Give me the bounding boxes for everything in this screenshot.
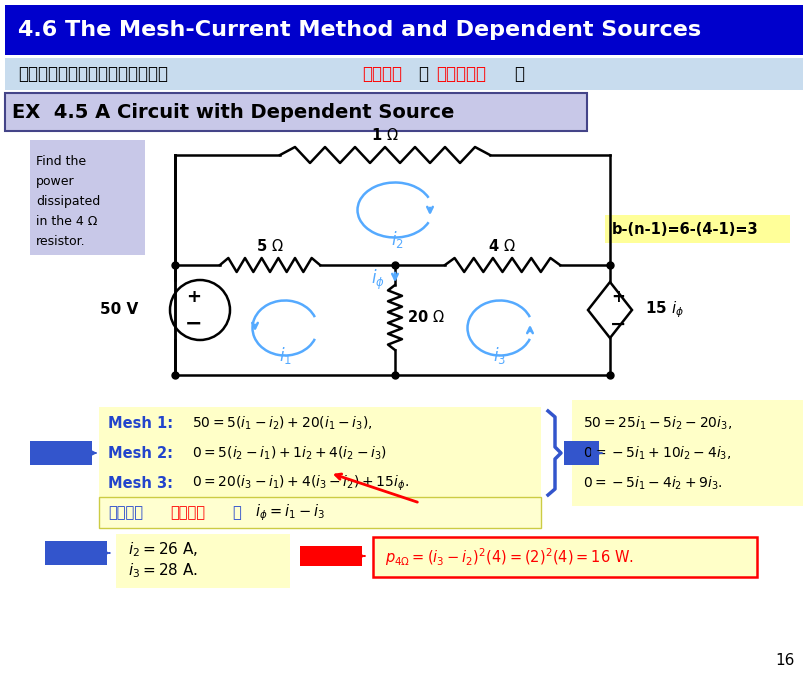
Text: 控制變數: 控制變數 xyxy=(170,505,205,520)
FancyBboxPatch shape xyxy=(99,467,541,498)
Text: 16: 16 xyxy=(776,653,795,668)
Text: $i_1$: $i_1$ xyxy=(279,345,292,366)
Text: 50 V: 50 V xyxy=(99,302,138,317)
FancyBboxPatch shape xyxy=(300,546,362,566)
Text: $i_\phi$: $i_\phi$ xyxy=(371,268,385,292)
Text: 相依電源: 相依電源 xyxy=(108,505,143,520)
Text: $i_3 = 28$ A.: $i_3 = 28$ A. xyxy=(128,562,198,580)
Text: +: + xyxy=(187,288,201,306)
FancyBboxPatch shape xyxy=(5,58,803,90)
Text: Mesh 3:: Mesh 3: xyxy=(108,475,173,490)
Text: $i_2 = 26$ A,: $i_2 = 26$ A, xyxy=(128,541,198,559)
FancyBboxPatch shape xyxy=(5,93,587,131)
Text: Mesh 1:: Mesh 1: xyxy=(108,415,173,430)
Text: $0 = -5i_1 + 10i_2 - 4i_3,$: $0 = -5i_1 + 10i_2 - 4i_3,$ xyxy=(583,444,731,462)
Text: −: − xyxy=(610,315,626,334)
Text: ：: ： xyxy=(232,505,241,520)
Text: Find the
power
dissipated
in the 4 Ω
resistor.: Find the power dissipated in the 4 Ω res… xyxy=(36,155,100,248)
FancyBboxPatch shape xyxy=(30,140,145,255)
Text: $p_{4\Omega} = (i_3 - i_2)^2(4) = (2)^2(4) = 16$ W.: $p_{4\Omega} = (i_3 - i_2)^2(4) = (2)^2(… xyxy=(385,546,633,568)
Text: 4.6 The Mesh-Current Method and Dependent Sources: 4.6 The Mesh-Current Method and Dependen… xyxy=(18,20,701,40)
Text: 4 $\Omega$: 4 $\Omega$ xyxy=(488,238,516,254)
Text: 的: 的 xyxy=(418,65,428,83)
Text: $i_3$: $i_3$ xyxy=(494,345,507,366)
Text: $0 = 5(i_2 - i_1) + 1i_2 + 4(i_2 - i_3)$: $0 = 5(i_2 - i_1) + 1i_2 + 4(i_2 - i_3)$ xyxy=(192,444,387,462)
Text: $50 = 5(i_1 - i_2) + 20(i_1 - i_3),$: $50 = 5(i_1 - i_2) + 20(i_1 - i_3),$ xyxy=(192,414,372,432)
Text: $i_\phi = i_1 - i_3$: $i_\phi = i_1 - i_3$ xyxy=(255,503,325,523)
Text: $i_2$: $i_2$ xyxy=(390,229,403,251)
Text: 當有相依電源時，需補上相依電源: 當有相依電源時，需補上相依電源 xyxy=(18,65,168,83)
FancyBboxPatch shape xyxy=(605,215,790,243)
Text: Mesh 2:: Mesh 2: xyxy=(108,445,173,460)
Text: −: − xyxy=(185,314,203,334)
Text: $0 = 20(i_3 - i_1) + 4(i_3 - i_2) + 15i_\phi.$: $0 = 20(i_3 - i_1) + 4(i_3 - i_2) + 15i_… xyxy=(192,473,409,492)
FancyBboxPatch shape xyxy=(5,5,803,55)
FancyBboxPatch shape xyxy=(373,537,757,577)
FancyBboxPatch shape xyxy=(30,441,92,465)
FancyBboxPatch shape xyxy=(572,400,803,506)
Text: 限制方程式: 限制方程式 xyxy=(436,65,486,83)
Text: 控制變數: 控制變數 xyxy=(362,65,402,83)
Text: 。: 。 xyxy=(514,65,524,83)
Text: 5 $\Omega$: 5 $\Omega$ xyxy=(256,238,284,254)
Text: b-(n-1)=6-(4-1)=3: b-(n-1)=6-(4-1)=3 xyxy=(612,221,759,236)
FancyBboxPatch shape xyxy=(99,497,541,528)
FancyBboxPatch shape xyxy=(99,437,541,468)
FancyBboxPatch shape xyxy=(99,407,541,438)
FancyBboxPatch shape xyxy=(45,541,107,565)
Text: $0 = -5i_1 - 4i_2 + 9i_3.$: $0 = -5i_1 - 4i_2 + 9i_3.$ xyxy=(583,474,722,492)
Text: 20 $\Omega$: 20 $\Omega$ xyxy=(407,309,445,326)
Text: +: + xyxy=(611,288,625,306)
FancyBboxPatch shape xyxy=(116,534,290,588)
Text: 15 $i_\phi$: 15 $i_\phi$ xyxy=(645,300,684,320)
Text: $50 = 25i_1 - 5i_2 - 20i_3,$: $50 = 25i_1 - 5i_2 - 20i_3,$ xyxy=(583,414,732,432)
Text: EX  4.5 A Circuit with Dependent Source: EX 4.5 A Circuit with Dependent Source xyxy=(12,103,454,121)
Text: 1 $\Omega$: 1 $\Omega$ xyxy=(371,127,399,143)
FancyBboxPatch shape xyxy=(564,441,599,465)
